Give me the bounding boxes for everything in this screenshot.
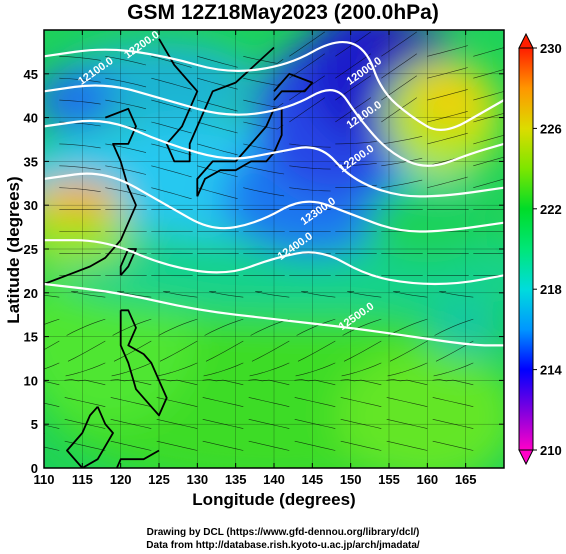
height-contour-3 [44, 172, 504, 233]
coastline-0 [158, 38, 275, 163]
colorbar-ramp [518, 47, 534, 451]
x-tick-label: 125 [148, 472, 170, 487]
colorbar-tick-label: 226 [540, 121, 562, 136]
y-axis-label: Latitude (degrees) [4, 176, 23, 324]
credit-drawing: Drawing by DCL (https://www.gfd-dennou.o… [146, 527, 420, 538]
coastlines [44, 38, 314, 468]
x-tick-label: 135 [225, 472, 247, 487]
x-axis-label: Longitude (degrees) [192, 490, 356, 509]
colorbar-tick-label: 222 [540, 202, 562, 217]
map-title: GSM 12Z18May2023 (200.0hPa) [127, 1, 439, 24]
y-tick-label: 5 [31, 417, 38, 432]
height-contour-1 [44, 84, 504, 167]
height-contour-0 [44, 40, 504, 131]
coastline-4 [119, 248, 137, 276]
x-tick-label: 140 [263, 472, 285, 487]
y-tick-label: 10 [24, 373, 38, 388]
y-tick-label: 0 [31, 461, 38, 476]
x-tick-label: 160 [416, 472, 438, 487]
colorbar-tick-label: 210 [540, 443, 562, 458]
y-tick-label: 15 [24, 330, 38, 345]
wind-streamlines [44, 31, 504, 451]
colorbar-tick-label: 230 [540, 41, 562, 56]
height-contour-5 [44, 282, 504, 347]
colorbar: 210 214 218 222 226 230 [518, 32, 562, 466]
coastline-2 [196, 107, 283, 197]
y-tick-label: 20 [24, 286, 38, 301]
y-tick-label: 45 [24, 67, 38, 82]
colorbar-over-arrow [518, 32, 534, 49]
y-tick-label: 30 [24, 198, 38, 213]
x-tick-label: 155 [378, 472, 400, 487]
x-tick-label: 145 [301, 472, 323, 487]
y-tick-label: 35 [24, 154, 38, 169]
height-contour-2 [44, 119, 504, 198]
x-tick-label: 110 [34, 472, 55, 487]
x-tick-label: 150 [340, 472, 362, 487]
x-tick-label: 130 [186, 472, 208, 487]
x-tick-label: 115 [72, 472, 93, 487]
colorbar-tick-label: 218 [540, 282, 562, 297]
x-axis-ticks: 110 115 120 125 130 135 140 145 150 155 160 165 [34, 30, 477, 487]
y-tick-label: 25 [24, 242, 38, 257]
credit-data: Data from http://database.rish.kyoto-u.a… [146, 540, 420, 551]
colorbar-under-arrow [518, 449, 534, 466]
y-axis-ticks: 0 5 10 15 20 25 30 35 40 45 [24, 67, 504, 476]
x-tick-label: 120 [110, 472, 132, 487]
height-contours [44, 40, 504, 347]
colorbar-tick-label: 214 [540, 363, 562, 378]
x-tick-label: 165 [455, 472, 477, 487]
height-contour-4 [44, 239, 504, 286]
coastline-6 [66, 406, 114, 468]
coastline-9 [115, 449, 160, 468]
coastline-5 [119, 309, 168, 417]
y-tick-label: 40 [24, 111, 38, 126]
